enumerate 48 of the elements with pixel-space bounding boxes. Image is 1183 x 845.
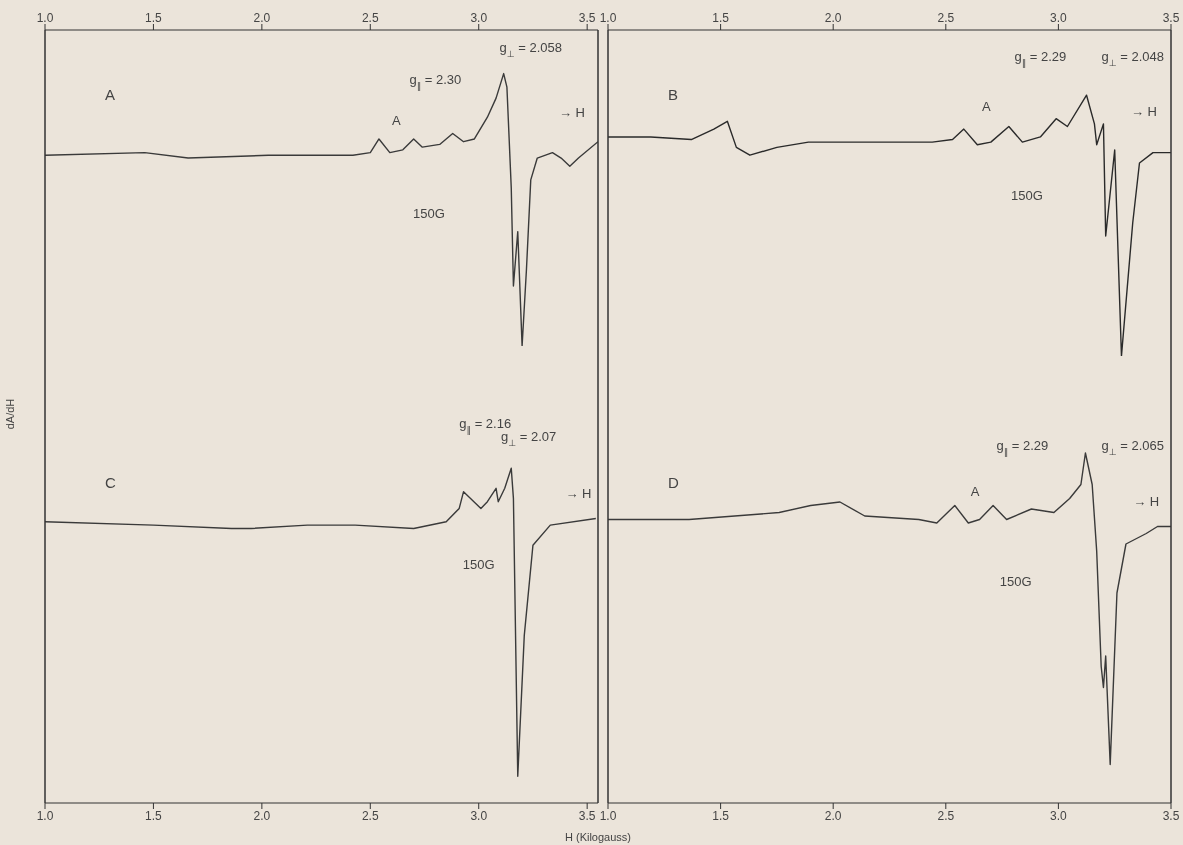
y-axis-title: dA/dH [4,397,16,432]
x-tick-label: 2.0 [824,808,842,823]
text: g$_{⊥}$ = 2.048 [1101,49,1164,69]
annotation: A [391,113,401,129]
annotation: → H [565,486,592,502]
annotation: g$_{∥}$ = 2.30 [409,72,462,92]
x-tick-label: 1.5 [712,11,730,25]
annotation: 150G [462,556,495,572]
annotation: → H [558,105,585,121]
x-tick-label: 1.5 [145,808,163,823]
annotation: g$_{⊥}$ = 2.065 [1101,437,1164,457]
annotation: A [970,484,980,500]
annotation: 150G [999,574,1032,589]
x-tick-label: 2.0 [824,11,842,25]
x-tick-label: 3.0 [470,808,488,823]
x-tick-label: 2.5 [937,808,955,823]
x-tick-label: 3.0 [1050,808,1068,823]
x-tick-label: 1.5 [145,11,163,25]
text: A [105,86,116,103]
annotation: 150G [1010,187,1043,203]
annotation: g$_{∥}$ = 2.29 [996,437,1049,457]
x-tick-label: 3.5 [578,11,596,25]
x-tick-label: 3.5 [578,808,596,823]
x-tick-label: 1.0 [599,808,617,823]
text: g$_{⊥}$ = 2.058 [499,39,563,59]
x-tick-label: 2.0 [253,11,271,25]
x-tick-label: 2.5 [361,808,379,823]
x-tick-label: 1.0 [36,808,54,823]
text: D [668,474,679,491]
text: g$_{⊥}$ = 2.07 [500,429,557,449]
x-tick-label: 3.5 [1162,808,1180,823]
annotation: A [982,98,991,114]
chart-title: B [668,86,679,103]
x-tick-label: 3.5 [1162,11,1180,25]
x-tick-label: 2.5 [361,11,379,25]
x-tick-label: 2.0 [253,808,271,823]
x-tick-label: 3.0 [470,11,488,25]
annotation: → H [1130,104,1157,120]
x-tick-label: 3.0 [1050,11,1068,25]
text: g$_{∥}$ = 2.29 [1014,49,1067,69]
x-axis-title: H (Kilogauss) [564,831,632,843]
chart-title: C [105,474,116,491]
x-tick-label: 1.5 [712,808,730,823]
annotation: → H [1133,493,1160,509]
x-tick-label: 2.5 [937,11,955,25]
x-tick-label: 1.0 [36,11,54,25]
annotation: 150G [412,205,445,221]
x-tick-label: 1.0 [599,11,617,25]
